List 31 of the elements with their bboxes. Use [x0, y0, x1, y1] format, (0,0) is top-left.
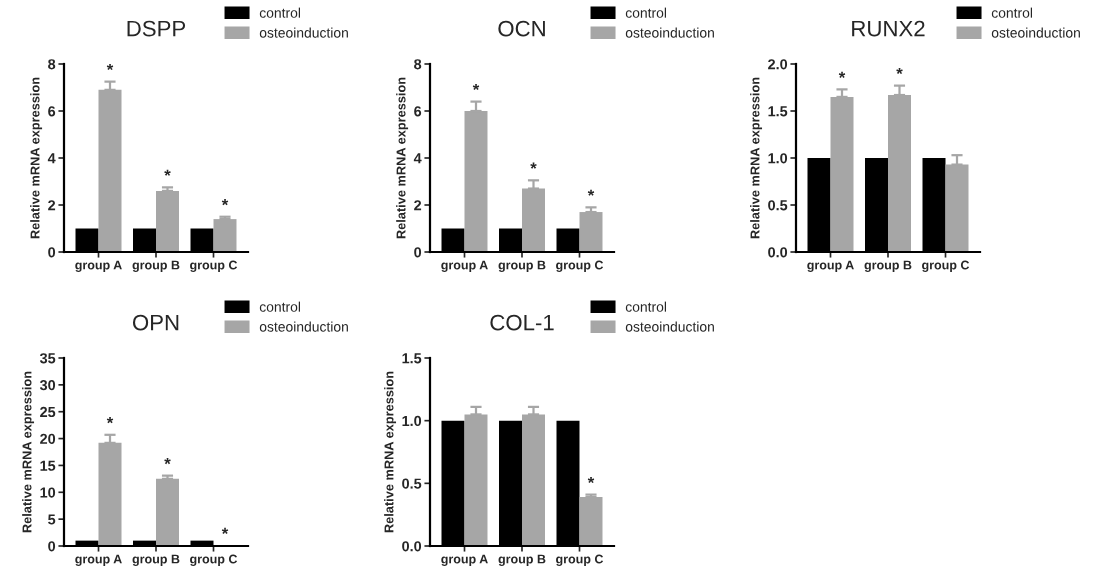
bar	[464, 414, 488, 546]
chart-title: OCN	[498, 20, 545, 37]
bar	[156, 478, 179, 546]
data-label: *	[838, 71, 846, 78]
data-label: *	[587, 189, 595, 196]
bar	[888, 95, 911, 252]
data-label: *	[164, 457, 171, 465]
data-label: *	[587, 476, 595, 484]
chart-title: COL-1	[490, 314, 554, 331]
data-label: *	[164, 169, 171, 176]
chart-title: OPN	[132, 314, 179, 331]
data-label: *	[896, 67, 903, 75]
bar	[830, 96, 854, 252]
bar	[464, 111, 488, 252]
data-label: *	[221, 199, 229, 206]
data-label: *	[530, 162, 537, 169]
bar	[213, 219, 237, 252]
bar	[945, 164, 969, 252]
bar	[156, 190, 179, 252]
data-label: *	[106, 63, 114, 71]
data-label: *	[106, 417, 114, 424]
bar	[98, 89, 122, 252]
chart-title: DSPP	[127, 20, 186, 37]
bar	[522, 188, 545, 252]
bar	[522, 414, 545, 546]
bar	[98, 442, 122, 546]
bar	[579, 212, 603, 252]
data-label: *	[472, 83, 480, 91]
bar	[579, 497, 603, 546]
chart-title: RUNX2	[852, 20, 925, 37]
data-label: *	[221, 527, 229, 534]
